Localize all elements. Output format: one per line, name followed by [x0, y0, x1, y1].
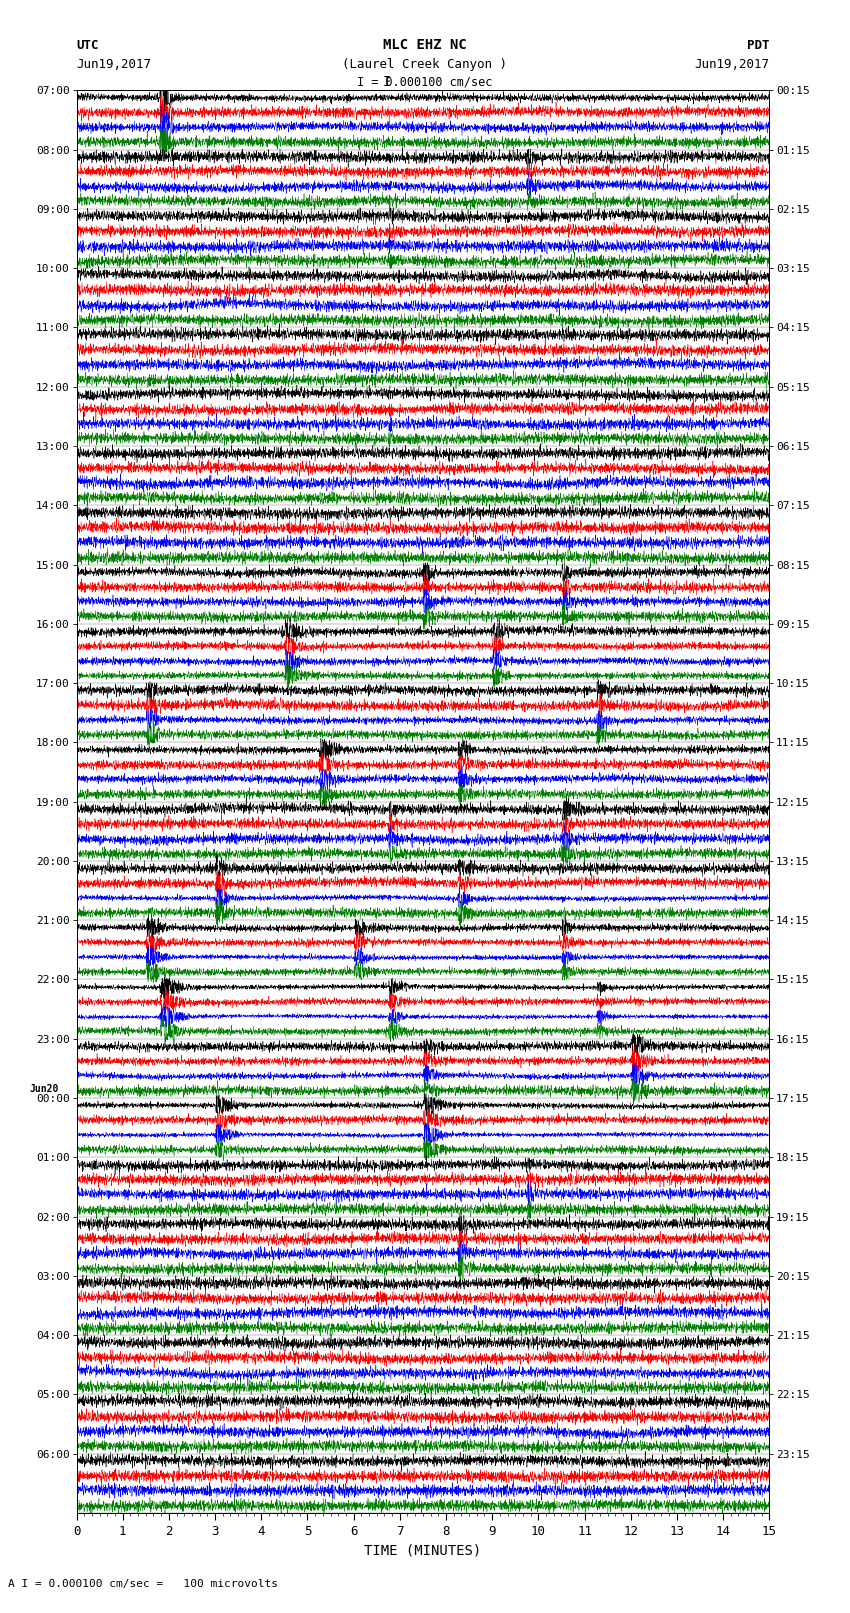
- Text: (Laurel Creek Canyon ): (Laurel Creek Canyon ): [343, 58, 507, 71]
- Text: Jun20: Jun20: [30, 1084, 59, 1094]
- Text: I = 0.000100 cm/sec: I = 0.000100 cm/sec: [357, 76, 493, 89]
- Text: UTC: UTC: [76, 39, 99, 52]
- X-axis label: TIME (MINUTES): TIME (MINUTES): [365, 1544, 481, 1558]
- Text: A I = 0.000100 cm/sec =   100 microvolts: A I = 0.000100 cm/sec = 100 microvolts: [8, 1579, 279, 1589]
- Text: I: I: [382, 76, 391, 89]
- Text: Jun19,2017: Jun19,2017: [694, 58, 769, 71]
- Text: PDT: PDT: [747, 39, 769, 52]
- Text: MLC EHZ NC: MLC EHZ NC: [383, 39, 467, 52]
- Text: Jun19,2017: Jun19,2017: [76, 58, 151, 71]
